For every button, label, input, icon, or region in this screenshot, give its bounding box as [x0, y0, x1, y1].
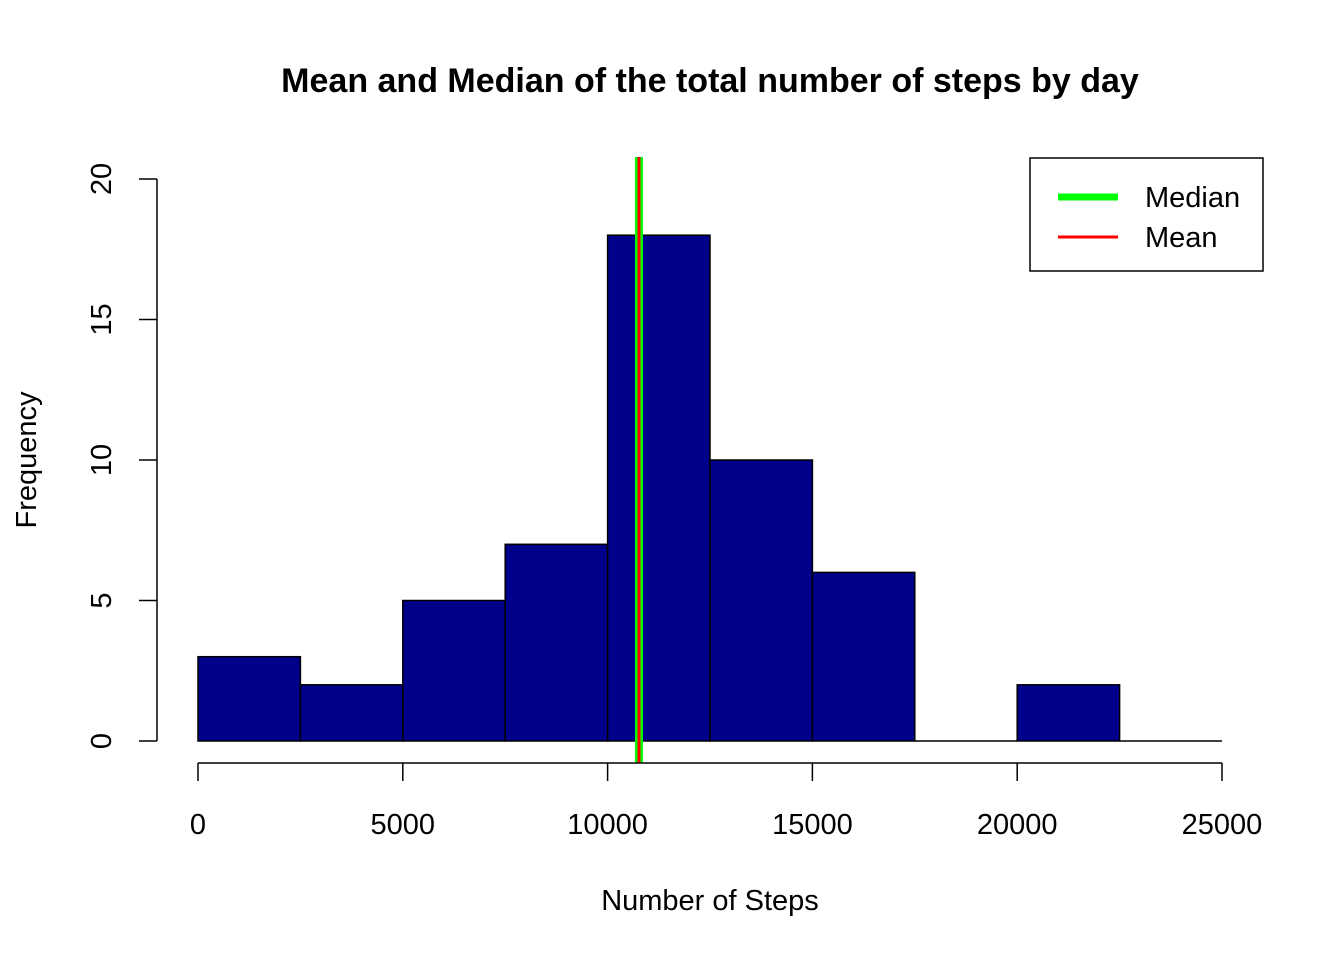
histogram-bar — [606, 234, 711, 742]
y-axis-label: Frequency — [11, 391, 43, 529]
x-axis: 0 5000 10000 15000 20000 25000 — [190, 762, 1263, 841]
legend-label-mean: Mean — [1145, 222, 1218, 254]
histogram-bar — [504, 543, 609, 742]
histogram-bar — [299, 684, 404, 742]
y-tick-label: 15 — [86, 303, 118, 335]
bars-group — [197, 234, 1222, 742]
legend-label-median: Median — [1145, 182, 1240, 214]
histogram-bar — [709, 459, 814, 742]
x-tick-label: 20000 — [977, 809, 1058, 841]
histogram-bar — [1016, 684, 1121, 742]
legend: Median Mean — [1029, 157, 1264, 272]
x-tick-label: 0 — [190, 809, 206, 841]
x-axis-label: Number of Steps — [601, 885, 819, 917]
y-tick-label: 20 — [86, 163, 118, 195]
histogram-bar — [811, 571, 916, 742]
chart-title: Mean and Median of the total number of s… — [281, 62, 1139, 100]
y-axis: 0 5 10 15 20 — [86, 163, 158, 749]
x-tick-label: 15000 — [772, 809, 853, 841]
x-tick-label: 25000 — [1182, 809, 1263, 841]
y-tick-label: 10 — [86, 444, 118, 476]
x-tick-label: 5000 — [371, 809, 436, 841]
histogram-bar — [402, 599, 506, 742]
legend-box — [1029, 157, 1264, 272]
histogram-bar — [197, 655, 302, 742]
x-tick-label: 10000 — [567, 809, 648, 841]
y-tick-label: 5 — [86, 592, 118, 608]
y-tick-label: 0 — [86, 733, 118, 749]
